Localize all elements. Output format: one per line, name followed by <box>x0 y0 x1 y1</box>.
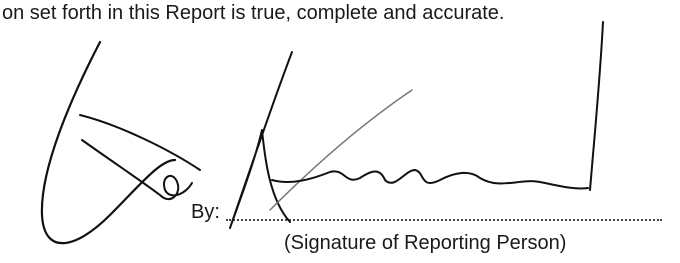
signature-stroke <box>230 52 292 228</box>
signature-stroke <box>590 22 603 190</box>
signature <box>0 0 680 263</box>
signature-stroke <box>272 170 588 189</box>
signature-stroke <box>42 42 175 243</box>
signature-stroke <box>80 115 200 170</box>
signature-stroke <box>270 90 412 210</box>
signature-stroke <box>82 140 192 199</box>
page: on set forth in this Report is true, com… <box>0 0 680 263</box>
